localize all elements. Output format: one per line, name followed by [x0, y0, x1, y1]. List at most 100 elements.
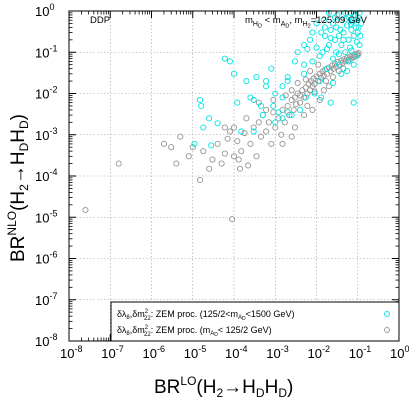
data-point-gray [279, 140, 286, 147]
data-point-cyan [307, 36, 314, 43]
data-point-gray [206, 165, 213, 172]
data-point-gray [291, 124, 298, 131]
data-point-cyan [309, 29, 316, 36]
data-point-cyan [352, 24, 359, 31]
x-tick-label: 10-4 [225, 344, 247, 361]
data-point-cyan [327, 26, 334, 33]
data-point-gray [294, 79, 301, 87]
data-point-cyan [335, 32, 342, 39]
data-point-gray [243, 115, 250, 122]
data-point-cyan [316, 78, 323, 85]
data-point-cyan [288, 112, 295, 119]
data-point-gray [196, 176, 204, 184]
data-point-cyan [350, 99, 357, 106]
data-point-gray [320, 87, 327, 94]
data-point-cyan [301, 41, 308, 49]
data-point-cyan [263, 78, 270, 85]
data-point-gray [309, 106, 316, 113]
data-point-cyan [331, 14, 339, 21]
data-point-cyan [226, 58, 234, 65]
data-point-gray [265, 119, 272, 126]
data-point-cyan [313, 20, 320, 27]
data-point-gray [329, 74, 336, 81]
corner-label-left: DDP [90, 15, 110, 26]
data-point-gray [297, 92, 304, 99]
data-point-gray [297, 99, 304, 106]
data-point-gray [234, 138, 241, 145]
data-point-cyan [301, 70, 308, 77]
data-point-cyan [259, 112, 266, 119]
data-point-gray [221, 150, 228, 157]
data-point-cyan [356, 9, 363, 16]
legend: δλ8,δm2 22: ZEM proc. (125/2<mAD<1500 GeV… [110, 301, 400, 342]
x-tick-label: 10-3 [266, 344, 288, 361]
data-point-cyan [284, 109, 291, 116]
data-point-cyan [318, 29, 325, 36]
data-point-gray [275, 115, 282, 122]
data-point-cyan [335, 61, 342, 68]
data-point-cyan [250, 128, 257, 135]
data-point-cyan [304, 45, 311, 53]
data-point-gray [311, 80, 318, 88]
data-point-gray [245, 162, 252, 169]
data-point-gray [288, 87, 295, 94]
data-point-cyan [318, 94, 325, 101]
legend-label-gray: δλ8,δm2 22: ZEM proc. (mAD< 125/2 GeV) [117, 325, 272, 338]
data-point-cyan [329, 79, 336, 87]
data-point-cyan [309, 58, 316, 65]
data-point-cyan [342, 49, 349, 56]
data-point-gray [253, 153, 260, 160]
data-point-cyan [279, 94, 286, 101]
y-axis-title: BRNLO(H2→HDHD) [5, 114, 31, 262]
data-point-cyan [329, 55, 336, 62]
data-point-gray [290, 106, 297, 113]
data-point-gray [304, 102, 311, 109]
data-point-cyan [198, 102, 205, 109]
data-point-gray [302, 84, 309, 91]
data-point-gray [218, 160, 225, 167]
data-point-cyan [313, 44, 320, 51]
data-point-cyan [284, 78, 291, 85]
data-point-gray [263, 106, 270, 113]
data-point-cyan [338, 70, 345, 77]
y-tick-label: 10-1 [35, 43, 57, 60]
data-point-cyan [337, 26, 344, 33]
legend-marker-gray [384, 327, 390, 333]
data-point-cyan [196, 96, 204, 103]
data-point-cyan [342, 9, 349, 16]
data-point-cyan [257, 102, 265, 109]
x-tick-label: 10-7 [101, 344, 123, 361]
data-point-gray [270, 109, 277, 116]
data-point-gray [177, 133, 184, 140]
data-point-gray [322, 78, 330, 85]
data-point-cyan [253, 74, 260, 81]
data-point-cyan [327, 99, 334, 106]
x-tick-label: 100 [390, 344, 409, 361]
data-point-cyan [347, 21, 354, 28]
data-point-gray [293, 101, 300, 108]
data-point-cyan [321, 32, 328, 39]
data-point-gray [189, 144, 196, 151]
data-point-cyan [325, 9, 332, 16]
data-point-gray [224, 135, 231, 142]
x-tick-label: 10-2 [308, 344, 330, 361]
data-point-cyan [279, 83, 286, 90]
data-point-cyan [316, 53, 323, 60]
legend-box [110, 301, 400, 342]
data-point-cyan [357, 32, 364, 39]
data-point-cyan [338, 41, 345, 49]
data-point-cyan [263, 83, 270, 90]
data-point-cyan [327, 35, 334, 42]
x-tick-label: 10-1 [349, 344, 371, 361]
x-tick-label: 10-5 [184, 344, 206, 361]
data-point-gray [185, 153, 192, 160]
data-point-cyan [243, 78, 250, 85]
data-point-gray [263, 128, 270, 135]
data-point-cyan [214, 120, 221, 127]
data-point-gray [278, 131, 285, 138]
legend-label-cyan: δλ8,δm2 22: ZEM proc. (125/2<mAD<1500 GeV… [117, 309, 294, 322]
data-point-gray [291, 94, 298, 101]
data-point-cyan [345, 58, 352, 65]
data-point-cyan [342, 15, 350, 22]
data-point-cyan [272, 119, 279, 126]
